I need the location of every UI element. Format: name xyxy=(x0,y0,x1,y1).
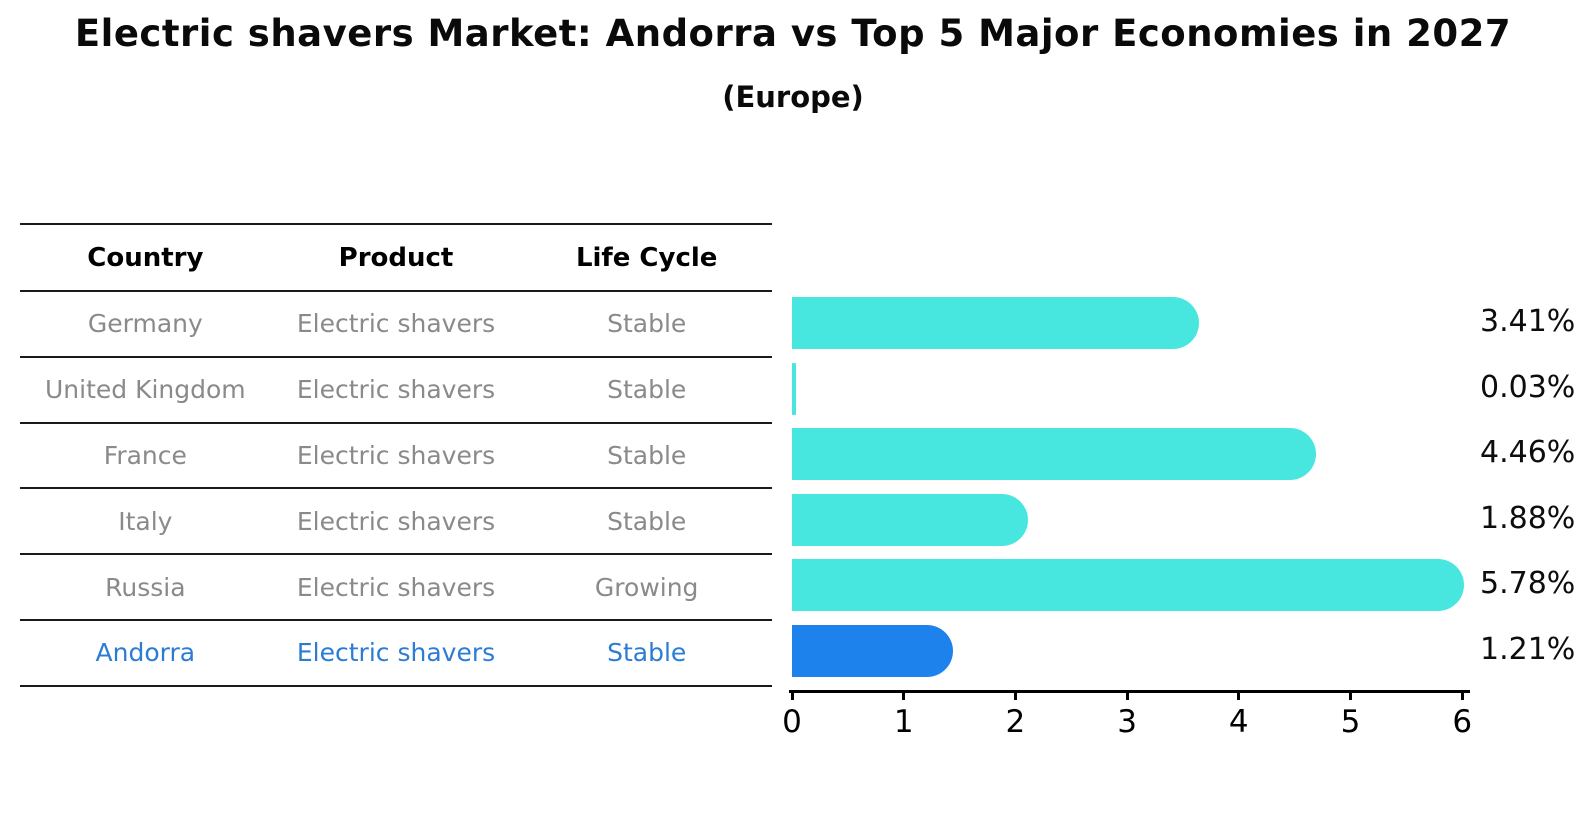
cell-country: Russia xyxy=(105,572,186,602)
table-row-germany: Germany Electric shavers Stable xyxy=(20,292,772,358)
bar-value-label-united-kingdom: 0.03% xyxy=(1480,369,1576,405)
cell-life-cycle: Growing xyxy=(594,572,699,602)
cell-country: Andorra xyxy=(95,638,196,668)
cell-life-cycle: Stable xyxy=(607,309,687,339)
cell-country: Germany xyxy=(87,309,203,339)
table-row-france: France Electric shavers Stable xyxy=(20,424,772,490)
cell-country: France xyxy=(103,440,187,470)
x-tick-label: 6 xyxy=(1452,704,1473,740)
bar-russia xyxy=(792,559,1464,612)
x-tick-label: 3 xyxy=(1117,704,1137,740)
x-axis-line xyxy=(789,690,1470,693)
cell-product: Electric shavers xyxy=(296,572,496,602)
cell-product: Electric shavers xyxy=(296,309,496,339)
bar-value-label-germany: 3.41% xyxy=(1480,304,1576,339)
x-tick-label: 5 xyxy=(1340,704,1361,740)
cell-product: Electric shavers xyxy=(296,638,496,668)
table-row-russia: Russia Electric shavers Growing xyxy=(20,555,772,621)
x-tick-label: 4 xyxy=(1228,704,1249,740)
country-table: Country Product Life Cycle Germany Electr… xyxy=(20,223,772,687)
x-axis-tick xyxy=(1237,690,1241,700)
bar-value-label-italy: 1.88% xyxy=(1480,500,1576,536)
bar-andorra xyxy=(792,625,954,677)
x-axis-tick xyxy=(902,690,906,700)
x-axis-tick xyxy=(1125,690,1129,700)
cell-country: Italy xyxy=(118,506,173,536)
cell-product: Electric shavers xyxy=(296,440,496,470)
x-axis-tick xyxy=(1013,690,1017,700)
bar-italy xyxy=(792,493,1028,546)
bar-france xyxy=(792,428,1317,481)
column-header-product: Product xyxy=(338,242,454,273)
column-header-life-cycle: Life Cycle xyxy=(575,242,718,273)
table-row-italy: Italy Electric shavers Stable xyxy=(20,489,772,556)
cell-life-cycle: Stable xyxy=(607,440,687,470)
table-row-andorra: Andorra Electric shavers Stable xyxy=(20,621,772,687)
table-body: Germany Electric shavers Stable United King… xyxy=(20,292,772,687)
x-tick-label: 0 xyxy=(782,704,802,740)
bar-value-label-france: 4.46% xyxy=(1480,435,1576,471)
bar-value-label-russia: 5.78% xyxy=(1480,566,1576,602)
bar-value-label-andorra: 1.21% xyxy=(1480,632,1576,667)
cell-life-cycle: Stable xyxy=(607,638,687,668)
table-header-row: Country Product Life Cycle xyxy=(20,225,772,292)
cell-life-cycle: Stable xyxy=(607,506,687,536)
x-tick-label: 2 xyxy=(1005,704,1026,740)
x-axis-tick xyxy=(1349,690,1352,700)
cell-product: Electric shavers xyxy=(296,375,496,405)
chart-subtitle: (Europe) xyxy=(722,80,864,114)
x-axis-tick xyxy=(1460,690,1464,700)
chart-title: Electric shavers Market: Andorra vs Top … xyxy=(74,12,1512,55)
table-row-united-kingdom: United Kingdom Electric shavers Stable xyxy=(20,358,772,424)
column-header-country: Country xyxy=(87,242,204,273)
x-axis-tick xyxy=(790,690,794,700)
cell-life-cycle: Stable xyxy=(607,375,687,405)
bar-germany xyxy=(792,297,1199,349)
cell-product: Electric shavers xyxy=(296,506,496,536)
x-tick-label: 1 xyxy=(893,704,914,740)
cell-country: United Kingdom xyxy=(45,375,246,405)
bar-united-kingdom xyxy=(792,362,796,415)
